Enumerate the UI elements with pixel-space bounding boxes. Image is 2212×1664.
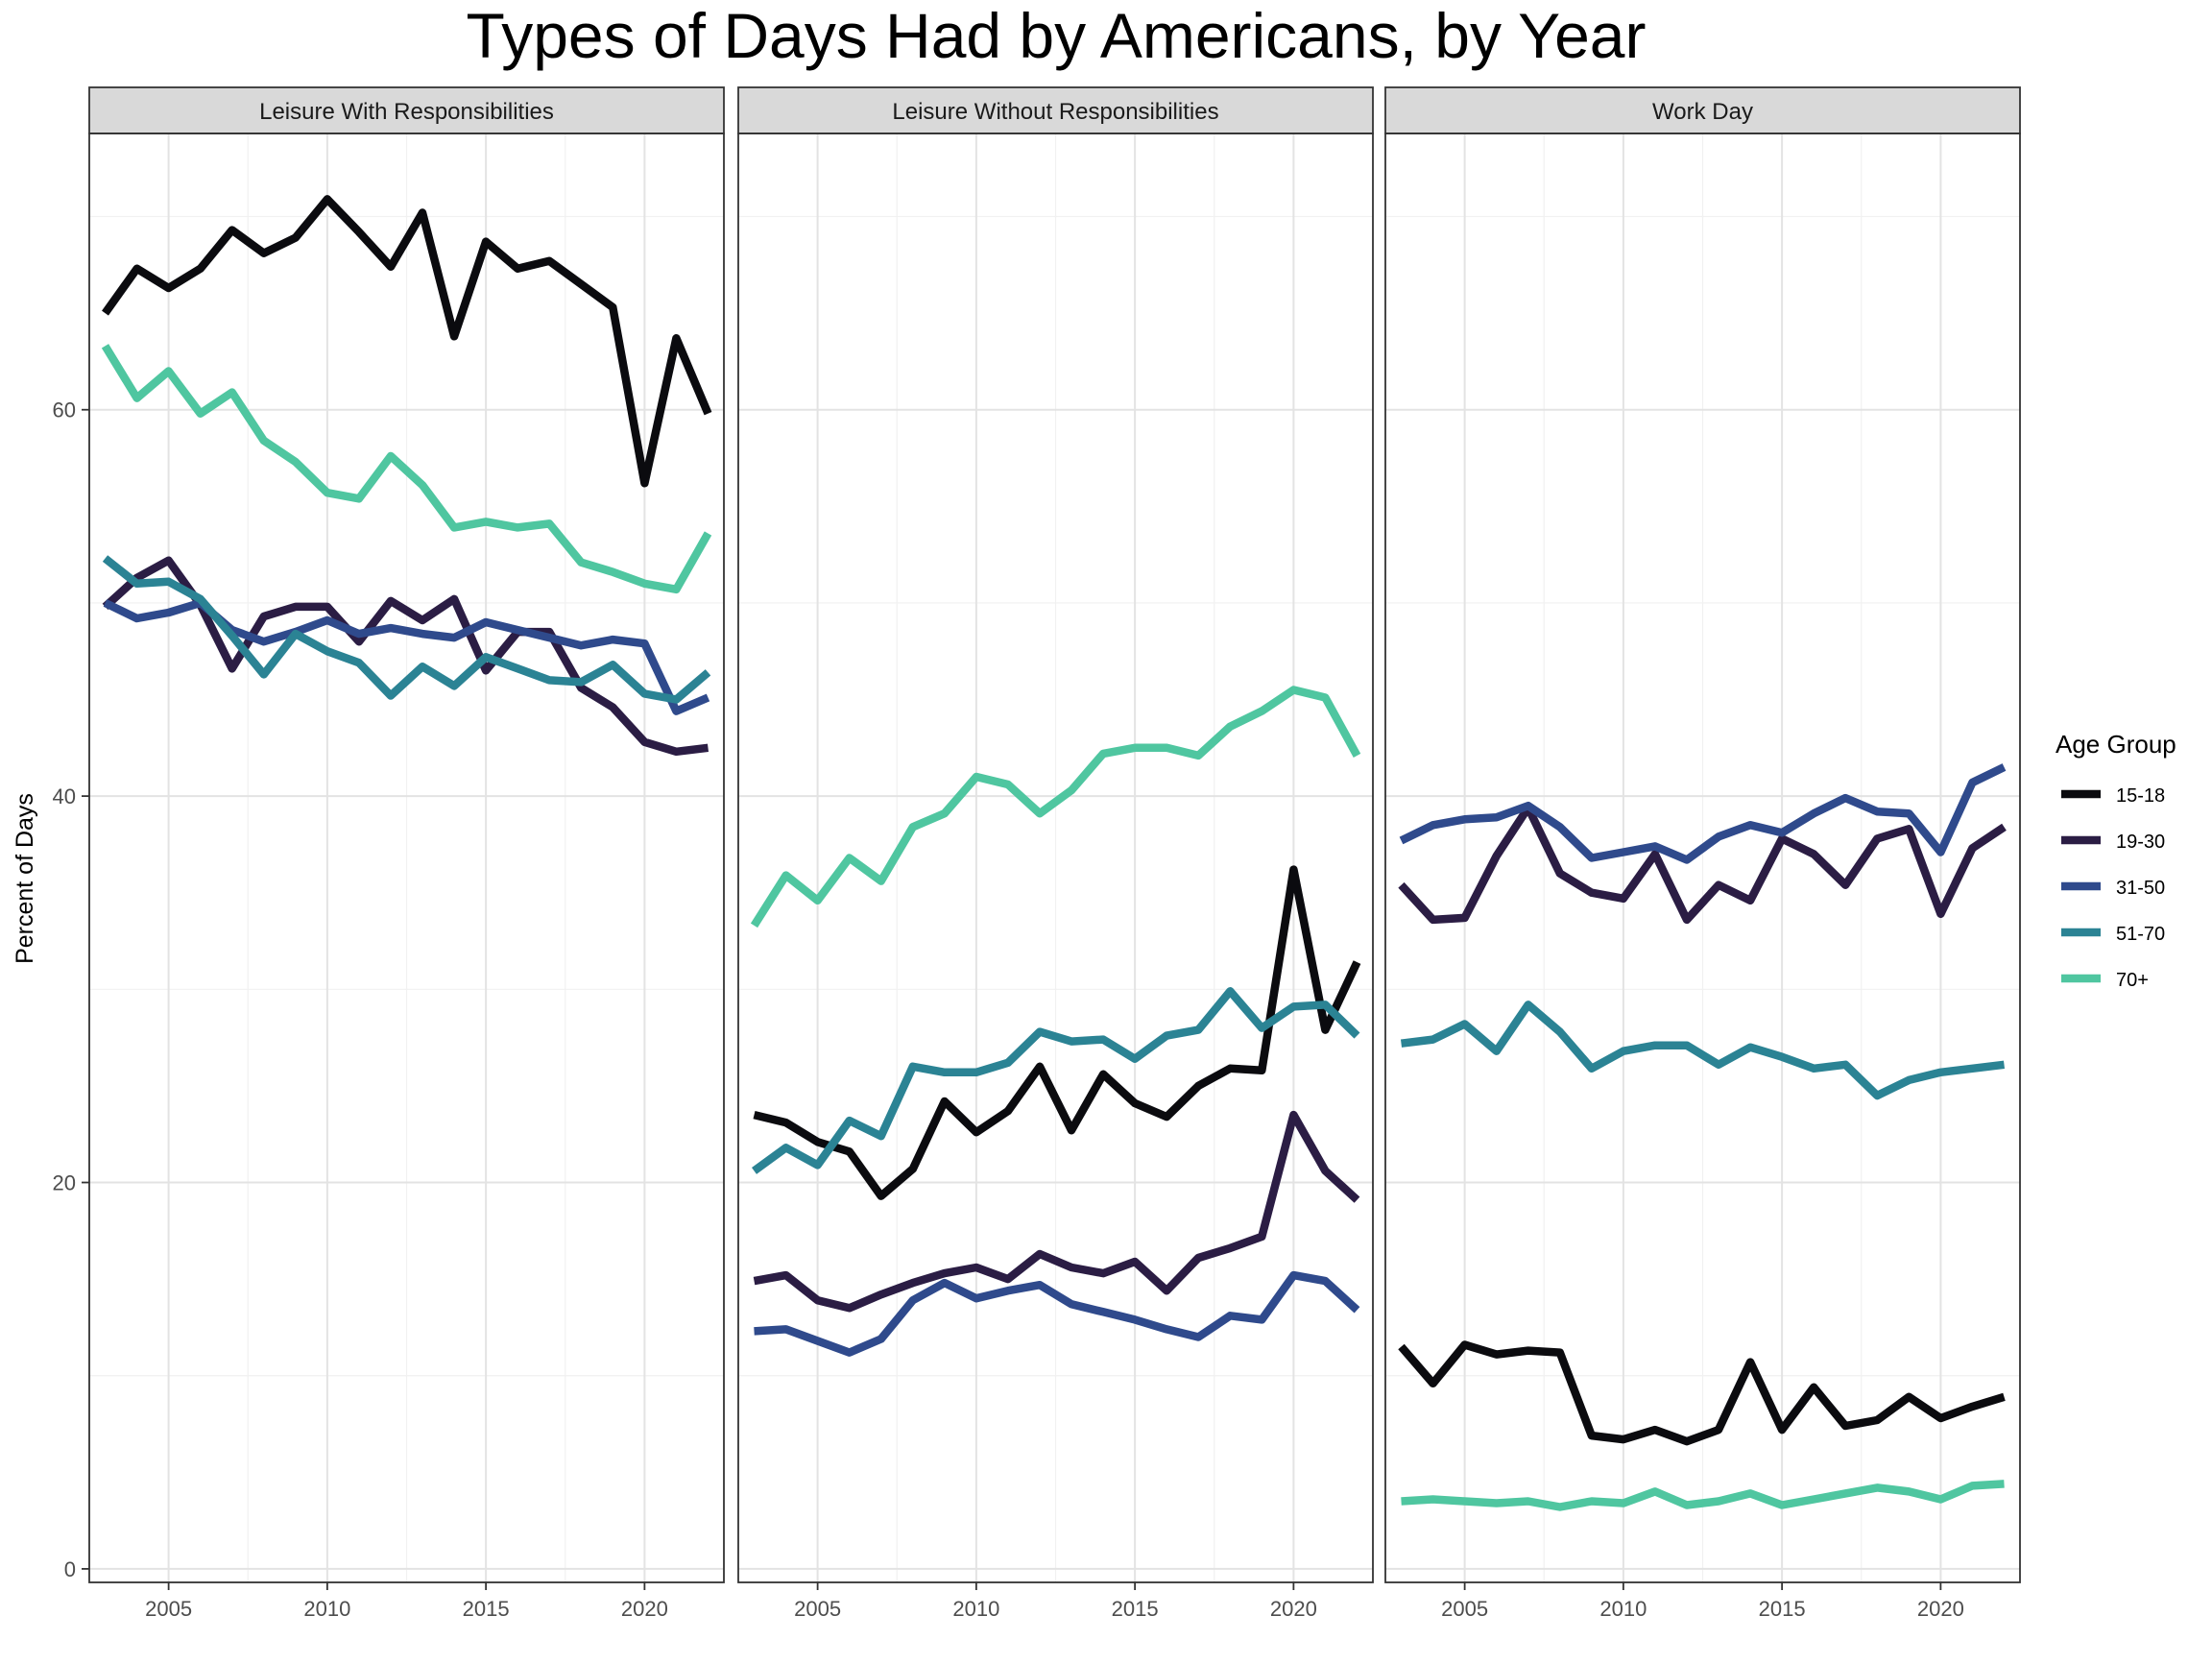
chart-title: Types of Days Had by Americans, by Year [467, 0, 1647, 71]
x-tick-label: 2005 [794, 1597, 841, 1621]
series-line-70 [1401, 1480, 2005, 1511]
legend-label: 31-50 [2116, 878, 2165, 899]
y-tick-label: 20 [53, 1171, 76, 1195]
legend: Age Group 15-18 19-30 31-50 51-70 70+ [2056, 730, 2176, 991]
series-line-70 [101, 344, 712, 594]
x-tick-label: 2015 [463, 1597, 510, 1621]
legend-label: 51-70 [2116, 924, 2165, 945]
series-line-15-18 [102, 195, 712, 488]
panel-border [1384, 133, 2021, 1583]
facet-strip-label: Work Day [1652, 99, 1753, 125]
facet-strip [1384, 86, 2021, 134]
series-line-15-18 [753, 865, 1361, 1200]
x-tick-label: 2020 [621, 1597, 668, 1621]
series-line-31-50 [754, 1270, 1360, 1357]
x-tick-label: 2005 [145, 1597, 192, 1621]
panel-work-day: Work Day 2005 2010 2015 2020 [1384, 86, 2021, 1621]
series-line-19-30 [102, 556, 709, 757]
x-tick-label: 2010 [303, 1597, 350, 1621]
legend-item-31-50: 31-50 [2061, 878, 2165, 899]
panel-leisure-without-responsibilities: Leisure Without Responsibilities 2005 2010… [737, 86, 1374, 1621]
y-axis-label: Percent of Days [12, 793, 38, 964]
legend-title: Age Group [2056, 730, 2176, 759]
panel-border [88, 133, 725, 1583]
x-tick-label: 2020 [1270, 1597, 1317, 1621]
series-line-15-18 [1398, 1340, 2006, 1446]
x-tick-label: 2015 [1112, 1597, 1159, 1621]
x-tick-label: 2010 [1599, 1597, 1647, 1621]
series-line-19-30 [753, 1110, 1360, 1313]
legend-label: 15-18 [2116, 785, 2165, 807]
y-tick-label: 0 [64, 1557, 76, 1581]
x-tick-label: 2020 [1917, 1597, 1964, 1621]
legend-item-70: 70+ [2061, 970, 2149, 991]
legend-label: 70+ [2116, 970, 2149, 991]
x-tick-label: 2005 [1441, 1597, 1488, 1621]
series-line-19-30 [1398, 803, 2007, 925]
facet-strip-label: Leisure Without Responsibilities [892, 99, 1218, 125]
x-tick-label: 2010 [952, 1597, 999, 1621]
legend-item-15-18: 15-18 [2061, 785, 2165, 807]
legend-item-51-70: 51-70 [2061, 924, 2165, 945]
y-tick-label: 40 [53, 784, 76, 808]
x-tick-label: 2015 [1759, 1597, 1806, 1621]
legend-label: 19-30 [2116, 832, 2165, 853]
y-tick-label: 60 [53, 398, 76, 422]
facet-strip-label: Leisure With Responsibilities [259, 99, 554, 125]
facet-strip [737, 86, 1374, 134]
panels: Leisure With Responsibilities 2005 2010 201… [53, 86, 2021, 1621]
series-line-31-50 [1399, 763, 2007, 864]
legend-item-19-30: 19-30 [2061, 832, 2165, 853]
panel-border [737, 133, 1374, 1583]
series-line-51-70 [751, 987, 1360, 1174]
series-line-51-70 [1400, 1001, 2006, 1100]
panel-leisure-with-responsibilities: Leisure With Responsibilities 2005 2010 201… [53, 86, 725, 1621]
series-line-70 [750, 686, 1361, 928]
series-line-51-70 [102, 555, 711, 704]
facet-strip [88, 86, 725, 134]
